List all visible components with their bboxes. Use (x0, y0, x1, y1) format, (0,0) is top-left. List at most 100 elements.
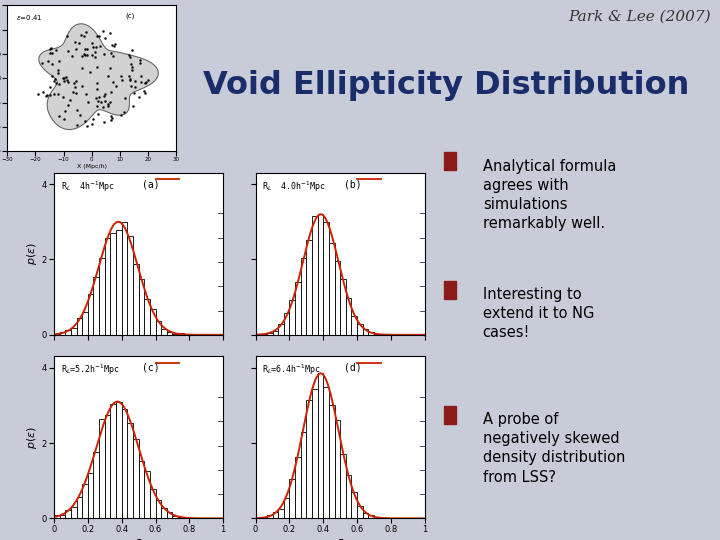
Bar (184, 517, 189, 518)
Bar (138, 279, 144, 335)
Bar (138, 461, 144, 518)
Bar (346, 475, 351, 518)
Text: $\varepsilon$=0.41: $\varepsilon$=0.41 (16, 13, 42, 22)
Bar (318, 373, 323, 518)
Bar (267, 515, 272, 518)
Bar (289, 300, 295, 335)
Bar (127, 236, 133, 335)
Bar (116, 402, 122, 518)
Bar (312, 389, 318, 518)
Text: (d): (d) (343, 363, 361, 373)
Bar (60, 515, 66, 518)
Bar (105, 238, 110, 335)
Bar (127, 423, 133, 518)
Bar (66, 510, 71, 518)
Bar (295, 456, 301, 518)
Text: Interesting to
extend it to NG
cases!: Interesting to extend it to NG cases! (482, 287, 594, 340)
Bar (110, 233, 116, 335)
Bar (105, 415, 110, 518)
Bar (351, 316, 357, 335)
Bar (122, 222, 127, 335)
Bar (76, 497, 82, 518)
Bar (60, 332, 66, 335)
Bar (116, 230, 122, 335)
Bar (66, 330, 71, 335)
Y-axis label: $p(\varepsilon)$: $p(\varepsilon)$ (25, 426, 39, 449)
Bar (161, 508, 167, 518)
Bar (329, 243, 335, 335)
Bar (267, 333, 272, 335)
Bar (295, 282, 301, 335)
Bar (82, 312, 88, 335)
Bar (346, 299, 351, 335)
X-axis label: $\varepsilon$: $\varepsilon$ (336, 536, 344, 540)
Bar (357, 324, 363, 335)
Polygon shape (39, 24, 158, 130)
Bar (351, 492, 357, 518)
Bar (306, 400, 312, 518)
Bar (374, 334, 379, 335)
Bar (329, 405, 335, 518)
Y-axis label: $p(\varepsilon)$: $p(\varepsilon)$ (25, 242, 39, 265)
Text: R$_L$=5.2h$^{-1}$Mpc: R$_L$=5.2h$^{-1}$Mpc (60, 363, 120, 377)
Bar (99, 258, 105, 335)
Bar (444, 281, 456, 299)
Bar (167, 332, 172, 335)
Bar (261, 517, 267, 518)
Bar (261, 334, 267, 335)
Bar (133, 264, 138, 335)
Bar (156, 321, 161, 335)
Bar (318, 214, 323, 335)
Bar (301, 258, 306, 335)
Bar (340, 454, 346, 518)
Text: Void Ellipticity Distribution: Void Ellipticity Distribution (203, 70, 690, 101)
Bar (150, 309, 156, 335)
Bar (133, 438, 138, 518)
Bar (335, 421, 340, 518)
Bar (323, 387, 329, 518)
Bar (54, 334, 60, 335)
Text: R$_L$=6.4h$^{-1}$Mpc: R$_L$=6.4h$^{-1}$Mpc (262, 363, 322, 377)
Bar (340, 279, 346, 335)
Bar (289, 479, 295, 518)
Bar (122, 409, 127, 518)
Text: Analytical formula
agrees with
simulations
remarkably well.: Analytical formula agrees with simulatio… (482, 159, 616, 231)
Text: (a): (a) (142, 179, 160, 190)
Text: Park & Lee (2007): Park & Lee (2007) (568, 10, 711, 24)
Bar (312, 216, 318, 335)
Text: R$_L$  4.0h$^{-1}$Mpc: R$_L$ 4.0h$^{-1}$Mpc (262, 179, 327, 194)
Text: (c): (c) (126, 13, 135, 19)
Bar (161, 329, 167, 335)
Bar (94, 277, 99, 335)
Bar (88, 473, 94, 518)
Bar (278, 325, 284, 335)
Bar (363, 329, 369, 335)
Bar (144, 299, 150, 335)
Bar (369, 332, 374, 335)
Bar (144, 471, 150, 518)
Bar (272, 512, 278, 518)
Bar (150, 489, 156, 518)
Bar (167, 512, 172, 518)
Bar (178, 517, 184, 518)
Bar (278, 509, 284, 518)
Bar (363, 512, 369, 518)
Bar (82, 484, 88, 518)
Bar (284, 313, 289, 335)
Text: (b): (b) (343, 179, 361, 190)
Bar (335, 261, 340, 335)
Bar (54, 515, 60, 518)
Bar (173, 334, 178, 335)
X-axis label: $\varepsilon$: $\varepsilon$ (135, 536, 143, 540)
Bar (284, 498, 289, 518)
Bar (369, 515, 374, 518)
Bar (110, 404, 116, 518)
Text: (c): (c) (142, 363, 160, 373)
Bar (99, 419, 105, 518)
Bar (88, 294, 94, 335)
Bar (272, 331, 278, 335)
Bar (323, 222, 329, 335)
Text: A probe of
negatively skewed
density distribution
from LSS?: A probe of negatively skewed density dis… (482, 412, 625, 484)
Text: R$_L$  4h$^{-1}$Mpc: R$_L$ 4h$^{-1}$Mpc (60, 179, 115, 194)
Bar (178, 333, 184, 335)
